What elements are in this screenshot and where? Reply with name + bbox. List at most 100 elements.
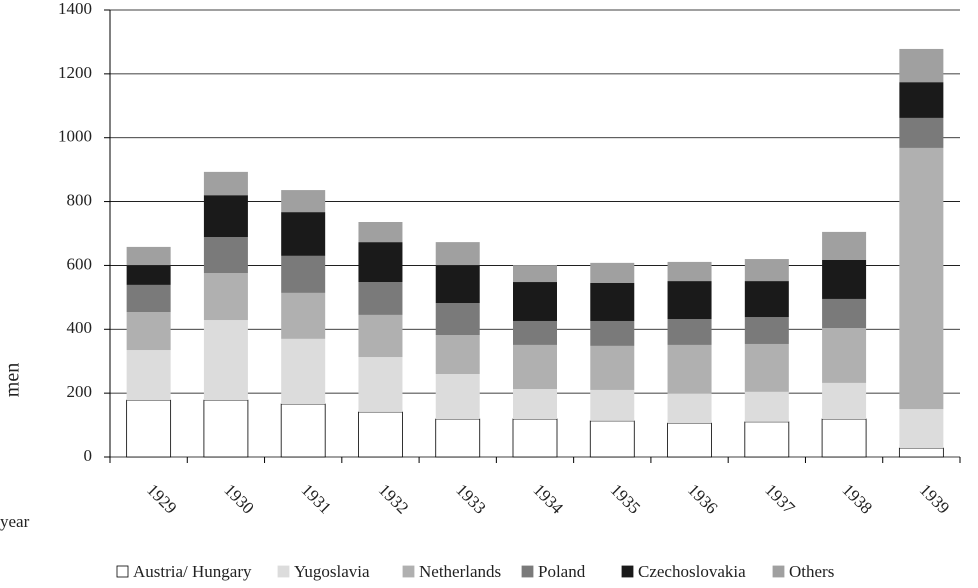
bar-segment [667,422,712,458]
bar-segment [513,320,557,345]
bar-segment [744,343,789,392]
bar-segment [822,328,867,383]
bar-segment [203,195,248,238]
bar-segment [744,421,790,458]
bar-segment [822,231,867,261]
legend-label: Others [789,562,834,581]
bar-segment [435,303,480,336]
bar-segment [203,320,248,401]
bar-segment [358,222,403,243]
bar-segment [203,399,249,458]
bar-segment [590,320,635,346]
bar-segment [667,281,712,320]
bar-segment [744,391,789,422]
x-tick-label: 1939 [916,480,953,517]
bar-segment [358,411,403,458]
bar-segment [126,265,171,285]
y-tick-label: 1200 [58,63,92,82]
bar-segment [590,262,635,283]
bar-segment [435,335,480,374]
y-tick-label: 1400 [58,0,92,18]
bar-segment [899,147,944,410]
bar-segment [899,82,944,118]
bar-segment [358,314,403,358]
bar-segment [281,338,326,404]
legend-swatch [521,565,534,578]
bar-segment [667,393,712,424]
bar-segment [744,281,789,318]
bar-segment [744,317,789,344]
x-axis-label: year [0,512,30,531]
bar-segment [435,242,480,266]
bar-segment [281,255,326,293]
x-tick-label: 1936 [684,480,721,517]
bar-segment [590,345,635,390]
legend-swatch [116,565,129,578]
bar-segment [435,373,480,420]
x-tick-label: 1931 [298,480,335,517]
legend-swatch [277,565,290,578]
y-tick-label: 0 [84,446,93,465]
bar-segment [280,403,326,458]
x-tick-label: 1935 [607,480,644,517]
legend-label: Netherlands [419,562,501,581]
bar-segment [203,171,248,196]
bar-segment [744,259,789,282]
legend-label: Austria/ Hungary [133,562,252,581]
bar-segment [435,265,480,304]
bar-segment [898,447,944,458]
legend-label: Yugoslavia [294,562,370,581]
bar-segment [126,284,171,313]
bar-segment [590,282,635,321]
bar-segment [358,357,403,412]
bar-segment [513,388,557,420]
x-tick-label: 1938 [838,480,875,517]
bar-segment [590,389,635,421]
legend-swatch [621,565,634,578]
y-tick-label: 400 [67,318,93,337]
bar-segment [589,420,635,458]
x-tick-label: 1930 [220,480,257,517]
bar-segment [899,117,944,148]
bar-segment [667,344,712,394]
x-tick-label: 1937 [761,480,799,518]
y-tick-label: 600 [67,254,93,273]
y-tick-label: 1000 [58,127,92,146]
bar-segment [512,418,558,458]
bar-segment [126,312,171,351]
bar-segment [126,399,172,458]
bar-segment [513,282,557,321]
bar-segment [203,273,248,321]
y-axis-label: men [2,363,24,397]
x-tick-label: 1932 [375,480,412,517]
bar-segment [822,382,867,420]
bar-segment [822,260,867,299]
bar-segment [126,246,171,266]
bar-segment [899,409,944,449]
x-tick-label: 1933 [452,480,489,517]
legend-swatch [402,565,415,578]
bar-segment [821,418,867,458]
y-tick-label: 200 [67,382,93,401]
bar-segment [358,282,403,315]
bar-segment [281,190,326,213]
bar-segment [667,261,712,282]
bar-segment [358,242,403,283]
bar-segment [126,350,171,401]
bar-segment [281,292,326,339]
y-tick-label: 800 [67,190,93,209]
bar-segment [899,48,944,83]
bar-segment [667,319,712,345]
legend-label: Poland [538,562,586,581]
bar-segment [435,418,481,458]
legend-swatch [772,565,785,578]
legend-label: Czechoslovakia [638,562,746,581]
bar-segment [513,265,557,283]
x-tick-label: 1934 [529,480,567,518]
bar-segment [822,298,867,329]
bar-segment [203,237,248,274]
bar-segment [281,212,326,256]
bar-segment [513,344,557,389]
x-tick-label: 1929 [143,480,180,517]
